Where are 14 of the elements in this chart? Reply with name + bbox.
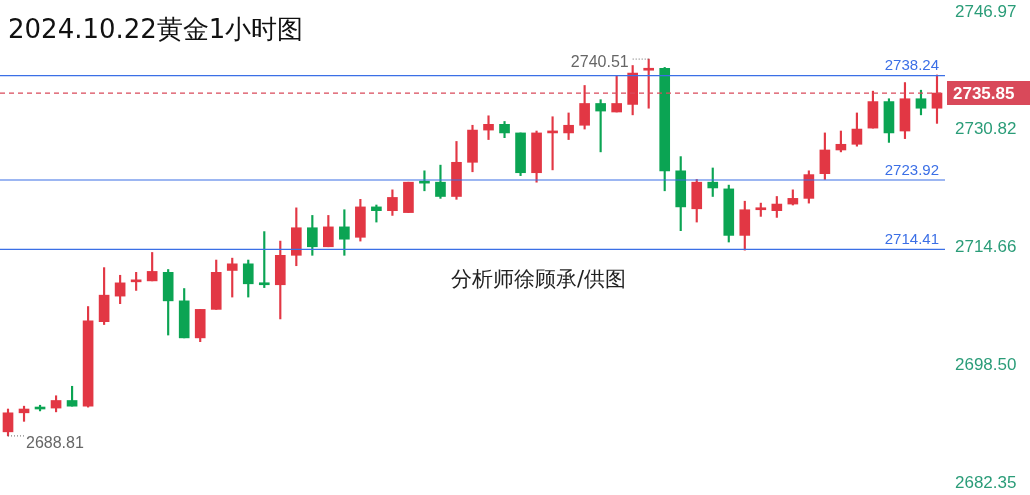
y-tick-label: 2714.66 xyxy=(955,237,1017,257)
annotation: 2740.51 xyxy=(570,53,629,71)
ref-line-label: 2714.41 xyxy=(884,229,939,247)
annotation: 2688.81 xyxy=(26,434,84,452)
ref-line-label: 2723.92 xyxy=(884,160,939,178)
y-tick-label: 2746.97 xyxy=(955,1,1017,21)
y-tick-label: 2682.35 xyxy=(955,472,1017,492)
annotation: 分析师徐顾承/供图 xyxy=(450,266,627,291)
chart-title: 2024.10.22黄金1小时图 xyxy=(8,13,304,46)
y-tick-label: 2730.82 xyxy=(955,119,1017,139)
ref-line-label: 2738.24 xyxy=(884,56,939,74)
y-tick-label: 2698.50 xyxy=(955,354,1017,374)
candlestick xyxy=(483,115,494,140)
ref-line-label: 2735.85 xyxy=(953,83,1015,103)
